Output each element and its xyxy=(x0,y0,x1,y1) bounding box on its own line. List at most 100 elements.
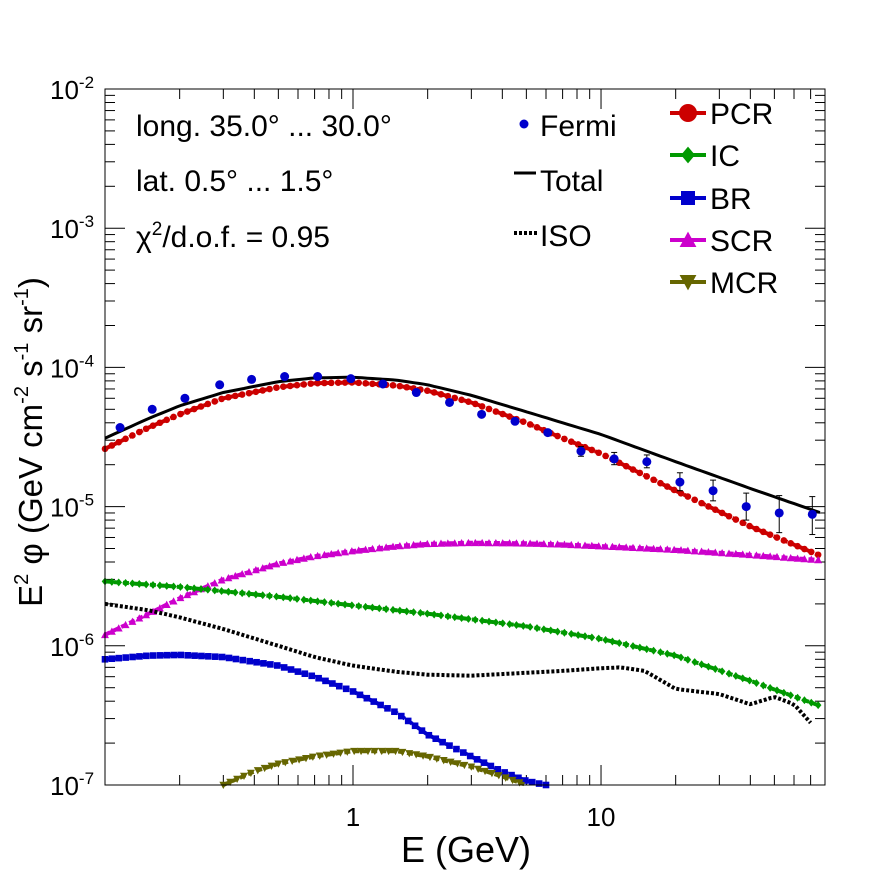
series-br-marker xyxy=(205,653,212,660)
series-mcr-marker xyxy=(405,750,414,758)
series-scr-marker xyxy=(615,543,624,551)
series-scr-marker xyxy=(745,550,754,559)
series-scr-markers xyxy=(101,538,823,639)
series-ic-marker xyxy=(375,604,383,613)
legend-iso: ISO xyxy=(514,220,592,253)
series-ic-marker xyxy=(135,579,143,588)
series-mcr-marker xyxy=(412,751,421,759)
fermi-point xyxy=(280,372,290,382)
series-ic-marker xyxy=(739,674,747,683)
series-scr-marker xyxy=(629,543,637,551)
series-scr-marker xyxy=(594,542,603,550)
series-br-marker xyxy=(411,722,419,730)
series-pcr-marker xyxy=(204,400,212,408)
y-tick-label: 10-4 xyxy=(50,351,94,383)
x-tick-label: 1 xyxy=(346,802,360,832)
fermi-point xyxy=(675,477,685,487)
series-br-marker xyxy=(232,655,240,663)
series-scr-marker xyxy=(718,548,727,557)
series-pcr-marker xyxy=(663,483,671,490)
series-scr-marker xyxy=(725,549,733,557)
series-mcr-marker xyxy=(336,749,345,757)
series-ic-marker xyxy=(286,594,294,603)
series-mcr-marker xyxy=(281,759,290,767)
series-br-marker xyxy=(432,735,440,743)
series-pcr-marker xyxy=(725,512,733,520)
series-ic-marker xyxy=(252,590,260,599)
series-mcr-marker xyxy=(446,758,455,766)
series-mcr-marker xyxy=(260,764,269,773)
series-pcr-marker xyxy=(307,380,315,387)
series-ic-marker xyxy=(526,623,534,631)
series-ic-marker xyxy=(478,616,486,625)
series-br-marker xyxy=(391,708,398,716)
series-pcr-marker xyxy=(396,382,404,390)
series-mcr-marker xyxy=(253,767,262,775)
series-br-marker xyxy=(218,653,226,661)
series-scr-marker xyxy=(786,553,795,562)
series-ic-marker xyxy=(650,646,657,655)
series-br-marker xyxy=(473,756,481,763)
series-ic-marker xyxy=(657,648,664,657)
series-br-marker xyxy=(329,680,336,687)
series-pcr-marker xyxy=(122,435,129,443)
series-ic-marker xyxy=(170,582,177,591)
series-pcr-marker xyxy=(794,542,801,550)
series-pcr-marker xyxy=(362,380,369,387)
series-mcr-marker xyxy=(350,747,359,756)
series-ic-marker xyxy=(588,633,596,642)
series-pcr-marker xyxy=(197,403,205,410)
series-pcr-marker xyxy=(739,519,747,527)
series-scr-marker xyxy=(553,540,562,548)
series-ic-marker xyxy=(183,583,191,592)
series-scr-marker xyxy=(347,547,356,555)
series-ic-marker xyxy=(211,586,219,595)
series-pcr-marker xyxy=(115,438,123,446)
series-ic-marker xyxy=(492,618,500,627)
series-pcr-marker xyxy=(451,394,459,402)
series-pcr-marker xyxy=(225,393,232,401)
series-scr-marker xyxy=(450,539,459,547)
series-br-marker xyxy=(163,651,171,659)
series-scr-marker xyxy=(210,579,219,587)
series-ic-marker xyxy=(780,688,788,697)
series-scr-marker xyxy=(272,560,281,568)
series-scr-marker xyxy=(581,541,589,549)
series-mcr-marker xyxy=(467,763,476,771)
series-pcr-marker xyxy=(602,452,609,460)
fermi-point xyxy=(510,416,520,426)
series-br-marker xyxy=(273,662,281,669)
annotation-chi2: χ2/d.o.f. = 0.95 xyxy=(136,219,330,254)
series-mcr-marker xyxy=(302,755,310,763)
series-scr-marker xyxy=(587,541,596,550)
series-br-marker xyxy=(322,677,329,685)
series-ic-marker xyxy=(458,614,465,623)
fermi-point xyxy=(247,374,257,384)
series-pcr-marker xyxy=(444,392,452,400)
series-pcr-marker xyxy=(245,389,253,397)
fermi-point xyxy=(147,404,157,414)
series-pcr-marker xyxy=(300,381,308,388)
series-br-marker xyxy=(439,738,446,746)
series-ic-marker xyxy=(615,639,623,647)
series-ic-marker xyxy=(396,606,404,615)
series-scr-marker xyxy=(752,551,761,559)
series-pcr-marker xyxy=(533,424,541,431)
series-scr-marker xyxy=(642,544,651,552)
series-ic-marker xyxy=(705,662,712,671)
series-group xyxy=(101,375,823,789)
fermi-point xyxy=(313,372,323,382)
series-mcr-marker xyxy=(425,753,434,762)
series-ic-marker xyxy=(321,598,328,607)
series-pcr-marker xyxy=(252,388,260,396)
legend-label: Fermi xyxy=(540,110,617,143)
series-ic-marker xyxy=(149,580,157,589)
series-scr-marker xyxy=(114,624,123,632)
legend-pcr-marker xyxy=(679,104,697,122)
series-br-marker xyxy=(460,749,467,756)
series-br-marker xyxy=(211,653,219,660)
series-ic-marker xyxy=(711,665,719,673)
fermi-point xyxy=(609,454,619,464)
series-pcr-marker xyxy=(321,379,328,387)
legend-mcr: MCR xyxy=(670,267,778,300)
